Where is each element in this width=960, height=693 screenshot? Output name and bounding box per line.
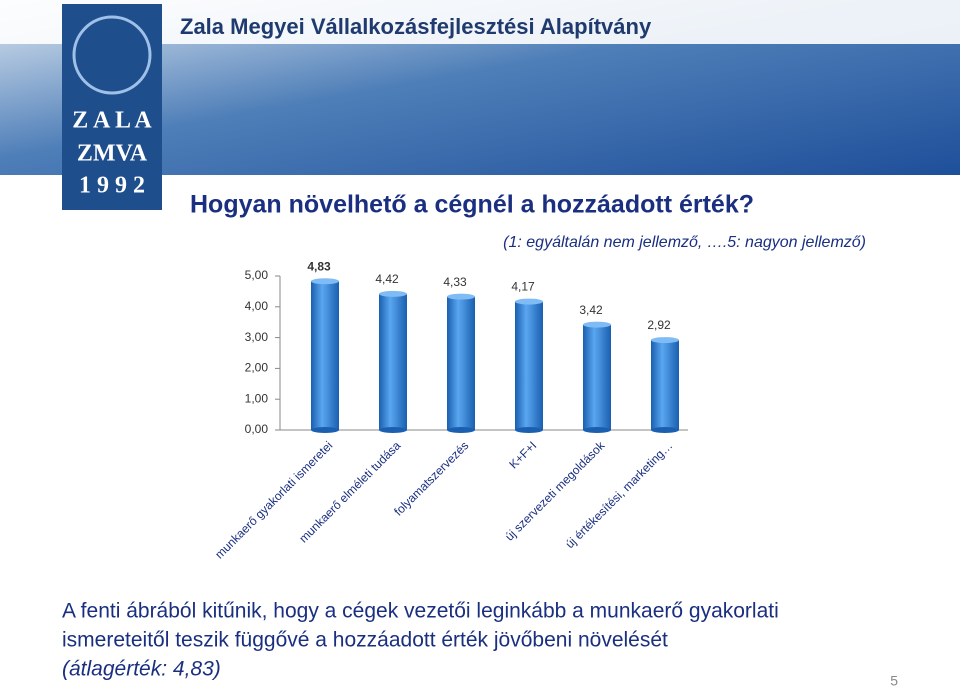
bar-base bbox=[311, 427, 339, 433]
bar-top bbox=[651, 337, 679, 344]
y-tick-label: 2,00 bbox=[245, 361, 269, 375]
y-tick-label: 1,00 bbox=[245, 391, 269, 405]
bar bbox=[583, 324, 611, 430]
bar bbox=[651, 340, 679, 430]
x-tick-label: folyamatszervezés bbox=[391, 438, 471, 518]
bar bbox=[379, 293, 407, 430]
y-tick-label: 0,00 bbox=[245, 422, 269, 436]
value-label: 3,42 bbox=[579, 303, 603, 317]
bar-base bbox=[379, 427, 407, 433]
x-tick-label: K+F+I bbox=[506, 438, 539, 471]
bar-top bbox=[379, 290, 407, 297]
bar bbox=[515, 301, 543, 430]
organization: Zala Megyei Vállalkozásfejlesztési Alapí… bbox=[180, 14, 652, 39]
bar-top bbox=[583, 321, 611, 328]
x-tick-label: munkaerő gyakorlati ismeretei bbox=[212, 438, 335, 561]
logo-text: Z A L A bbox=[72, 108, 152, 134]
body-text: ismereteitől teszik függővé a hozzáadott… bbox=[62, 629, 668, 652]
bar-top bbox=[311, 278, 339, 285]
body-text: A fenti ábrából kitűnik, hogy a cégek ve… bbox=[62, 600, 779, 623]
value-label: 2,92 bbox=[647, 318, 671, 332]
y-tick-label: 3,00 bbox=[245, 330, 269, 344]
value-label: 4,42 bbox=[375, 272, 399, 286]
logo-text: 1 9 9 2 bbox=[79, 173, 145, 199]
logo-emblem bbox=[72, 15, 152, 95]
chart-subtitle: (1: egyáltalán nem jellemző, ….5: nagyon… bbox=[503, 234, 866, 251]
page-number: 5 bbox=[890, 673, 898, 688]
bar-base bbox=[447, 427, 475, 433]
bar-base bbox=[651, 427, 679, 433]
y-tick-label: 4,00 bbox=[245, 299, 269, 313]
body-text: (átlagérték: 4,83) bbox=[62, 658, 221, 681]
bar bbox=[447, 296, 475, 430]
value-label: 4,33 bbox=[443, 275, 467, 289]
value-label: 4,17 bbox=[511, 280, 535, 294]
bar-base bbox=[583, 427, 611, 433]
logo-text: ZMVA bbox=[77, 141, 148, 167]
bar-top bbox=[447, 293, 475, 300]
bar-top bbox=[515, 298, 543, 305]
y-tick-label: 5,00 bbox=[245, 268, 269, 282]
bar-base bbox=[515, 427, 543, 433]
chart-title: Hogyan növelhető a cégnél a hozzáadott é… bbox=[190, 191, 754, 219]
value-label: 4,83 bbox=[307, 259, 331, 273]
bar bbox=[311, 281, 339, 430]
